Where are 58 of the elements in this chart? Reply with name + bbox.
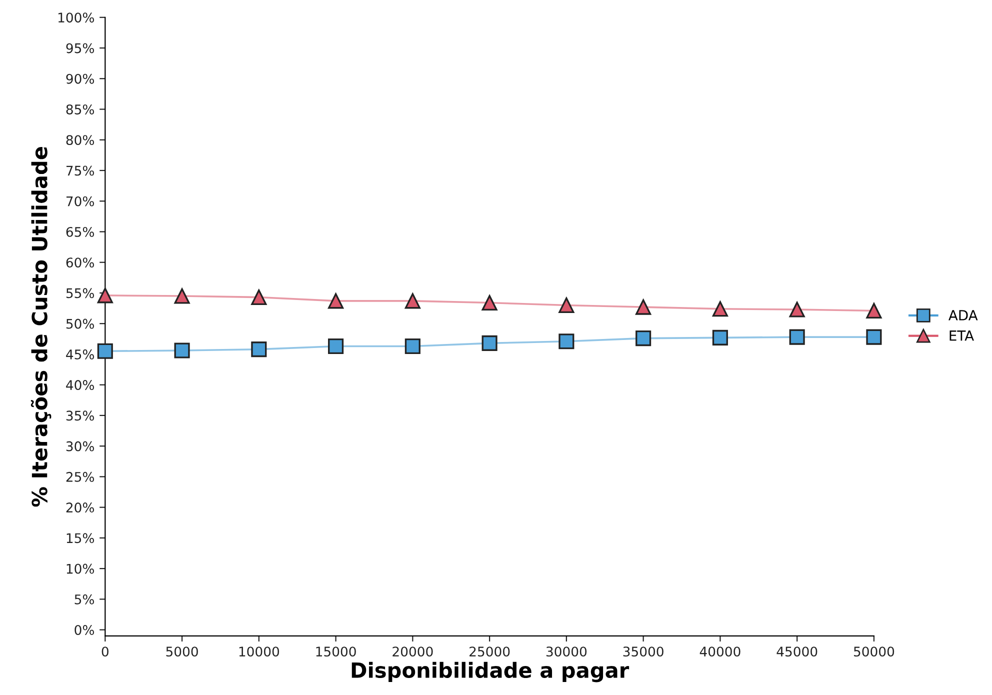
x-tick-label: 40000: [700, 646, 740, 657]
x-tick-label: 50000: [854, 646, 894, 657]
y-tick-label: 25%: [66, 472, 94, 482]
point: [174, 342, 190, 358]
point: [558, 297, 574, 313]
y-axis-title: % Iterações de Custo Utilidade: [30, 146, 52, 507]
point: [482, 335, 498, 351]
x-tick-label: 25000: [470, 646, 510, 657]
point: [97, 288, 113, 304]
y-tick-label: 10%: [66, 564, 94, 574]
legend-label: ETA: [950, 330, 974, 341]
point: [866, 302, 882, 319]
y-tick-label: 30%: [66, 441, 94, 452]
point: [712, 301, 728, 317]
y-tick-label: 55%: [66, 288, 94, 298]
point: [174, 288, 190, 304]
y-tick-label: 80%: [66, 135, 94, 146]
point: [404, 338, 420, 354]
point: [328, 293, 344, 309]
x-tick-label: 35000: [623, 646, 664, 657]
point: [789, 302, 805, 318]
y-tick-label: 15%: [66, 533, 94, 544]
x-tick-label: 10000: [239, 646, 280, 657]
y-tick-label: 65%: [66, 226, 94, 237]
y-tick-label: 40%: [66, 380, 94, 390]
y-tick-label: 50%: [66, 318, 94, 329]
point: [712, 330, 728, 346]
point: [328, 338, 344, 354]
y-tick-label: 75%: [66, 166, 94, 176]
point: [404, 293, 420, 309]
legend-label: ADA: [948, 310, 978, 320]
y-tick-label: 20%: [66, 502, 94, 513]
point: [482, 294, 498, 311]
y-tick-label: 85%: [66, 104, 94, 114]
point: [251, 342, 267, 358]
x-tick-label: 0: [102, 646, 108, 657]
y-tick-label: 5%: [74, 594, 94, 604]
point: [636, 330, 652, 346]
x-tick-label: 15000: [316, 646, 356, 657]
y-tick-label: 95%: [66, 43, 94, 54]
y-tick-label: 60%: [66, 258, 94, 268]
point: [97, 343, 113, 359]
point: [558, 334, 574, 350]
point: [789, 329, 805, 345]
x-tick-label: 45000: [776, 646, 818, 657]
point: [251, 289, 267, 306]
x-axis-title: Disponibilidade a pagar: [352, 662, 630, 682]
x-tick-label: 30000: [546, 646, 587, 657]
y-tick-label: 45%: [66, 349, 94, 360]
x-tick-label: 20000: [392, 646, 433, 657]
y-tick-label: 35%: [66, 410, 94, 421]
y-tick-label: 100%: [58, 12, 94, 23]
point: [866, 329, 882, 345]
y-tick-label: 70%: [66, 196, 94, 206]
y-tick-label: 0%: [74, 625, 94, 635]
y-tick-label: 90%: [66, 74, 94, 84]
x-tick-label: 5000: [166, 646, 198, 657]
point: [636, 299, 652, 315]
